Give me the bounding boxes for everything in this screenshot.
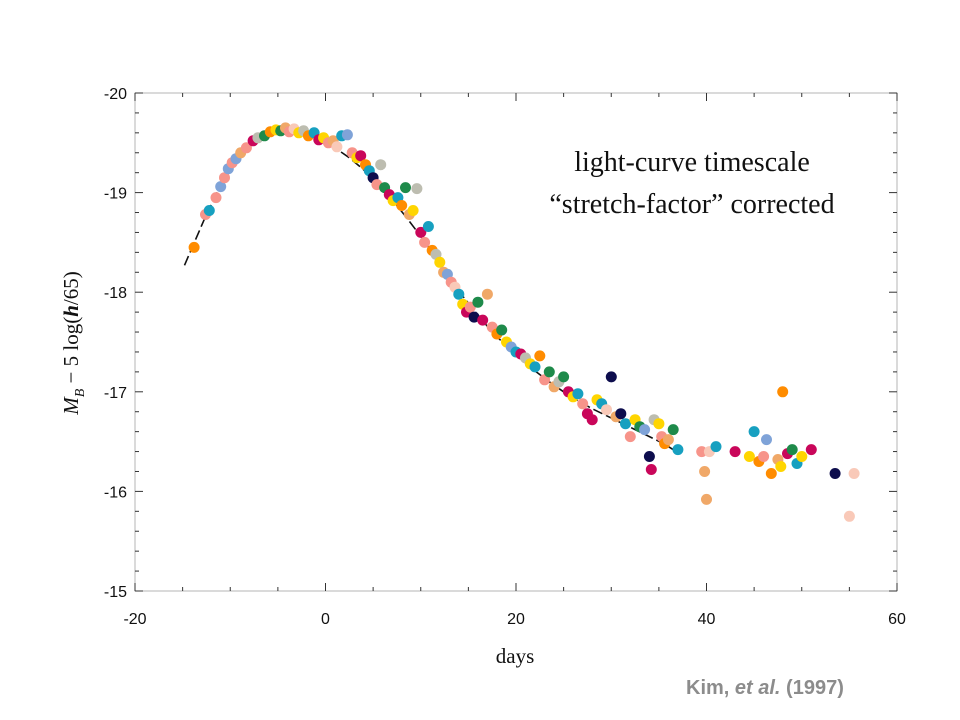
y-label-rest: − 5 log( bbox=[59, 317, 83, 389]
data-point bbox=[805, 444, 817, 456]
annotation-line-1: light-curve timescale bbox=[574, 147, 810, 178]
data-point bbox=[662, 434, 674, 446]
data-point bbox=[586, 414, 598, 426]
data-point bbox=[761, 434, 772, 446]
data-point bbox=[558, 371, 570, 383]
y-tick-label: -19 bbox=[104, 186, 127, 203]
data-point bbox=[701, 493, 712, 505]
data-point bbox=[453, 288, 465, 300]
data-point bbox=[539, 374, 551, 386]
data-point bbox=[786, 444, 798, 456]
data-point bbox=[848, 468, 860, 479]
data-point bbox=[396, 200, 408, 211]
data-point bbox=[434, 256, 446, 268]
data-point bbox=[375, 159, 387, 171]
data-point bbox=[188, 241, 200, 253]
data-point bbox=[419, 236, 431, 248]
y-label-m: M bbox=[59, 396, 83, 416]
data-point bbox=[411, 183, 423, 195]
y-label-h: h bbox=[59, 305, 83, 317]
data-point bbox=[758, 451, 770, 462]
data-point bbox=[341, 129, 353, 141]
data-point bbox=[624, 431, 636, 443]
y-tick-label: -17 bbox=[104, 385, 127, 402]
data-point bbox=[796, 451, 808, 462]
data-point bbox=[743, 451, 755, 462]
data-point bbox=[653, 418, 665, 430]
x-tick-label: 40 bbox=[698, 611, 716, 628]
data-point bbox=[643, 451, 655, 462]
data-point bbox=[400, 182, 411, 194]
y-tick-label: -20 bbox=[104, 86, 127, 103]
x-tick-label: 0 bbox=[321, 611, 330, 628]
data-point bbox=[472, 296, 484, 308]
axis-tick-labels: -20 0 20 40 60 -20 -19 -18 -17 -16 -15 bbox=[104, 86, 906, 628]
x-tick-label: 60 bbox=[888, 611, 906, 628]
citation-credit: Kim, et al. (1997) bbox=[686, 677, 844, 700]
data-point bbox=[355, 150, 367, 162]
x-axis-label: days bbox=[496, 644, 535, 668]
data-point bbox=[468, 311, 480, 323]
data-point bbox=[577, 398, 589, 410]
data-point bbox=[407, 205, 419, 216]
data-point bbox=[620, 418, 631, 430]
data-point bbox=[829, 468, 841, 479]
data-point bbox=[667, 424, 679, 436]
credit-author: Kim, bbox=[686, 677, 735, 699]
data-point bbox=[572, 388, 584, 400]
data-point bbox=[710, 441, 722, 453]
data-point bbox=[748, 426, 760, 438]
axis-ticks bbox=[134, 92, 898, 592]
data-point bbox=[331, 141, 343, 153]
data-point bbox=[477, 314, 489, 326]
data-point bbox=[422, 221, 434, 232]
data-point bbox=[765, 468, 777, 479]
y-axis-label: MB − 5 log(h/65) bbox=[59, 271, 88, 416]
data-point bbox=[529, 361, 541, 373]
data-point bbox=[240, 142, 252, 154]
data-point bbox=[699, 466, 711, 477]
annotation-line-2: “stretch-factor” corrected bbox=[549, 189, 834, 220]
data-point bbox=[415, 226, 427, 238]
data-point bbox=[729, 446, 741, 458]
data-point bbox=[210, 192, 222, 204]
data-point bbox=[219, 172, 230, 184]
data-point bbox=[775, 461, 787, 472]
y-tick-label: -15 bbox=[104, 584, 127, 601]
data-point bbox=[639, 424, 651, 436]
data-point bbox=[843, 510, 855, 522]
data-point bbox=[481, 288, 493, 300]
data-point bbox=[496, 324, 508, 336]
data-point bbox=[601, 404, 612, 416]
x-tick-label: -20 bbox=[123, 611, 146, 628]
data-point bbox=[615, 408, 627, 420]
data-point bbox=[534, 350, 546, 362]
data-point bbox=[672, 444, 684, 456]
data-point bbox=[605, 371, 617, 383]
data-point bbox=[777, 386, 789, 398]
credit-etal: et al. bbox=[734, 677, 781, 699]
data-point bbox=[543, 366, 555, 378]
data-point bbox=[203, 205, 215, 216]
data-point bbox=[215, 181, 227, 193]
x-tick-label: 20 bbox=[507, 611, 525, 628]
y-tick-label: -16 bbox=[104, 484, 127, 501]
y-label-sub: B bbox=[73, 388, 88, 397]
data-point bbox=[645, 464, 657, 475]
credit-year: (1997) bbox=[780, 677, 844, 699]
data-point bbox=[696, 446, 708, 458]
y-tick-label: -18 bbox=[104, 285, 127, 302]
y-label-tail: /65) bbox=[59, 271, 83, 305]
data-points bbox=[188, 122, 860, 522]
